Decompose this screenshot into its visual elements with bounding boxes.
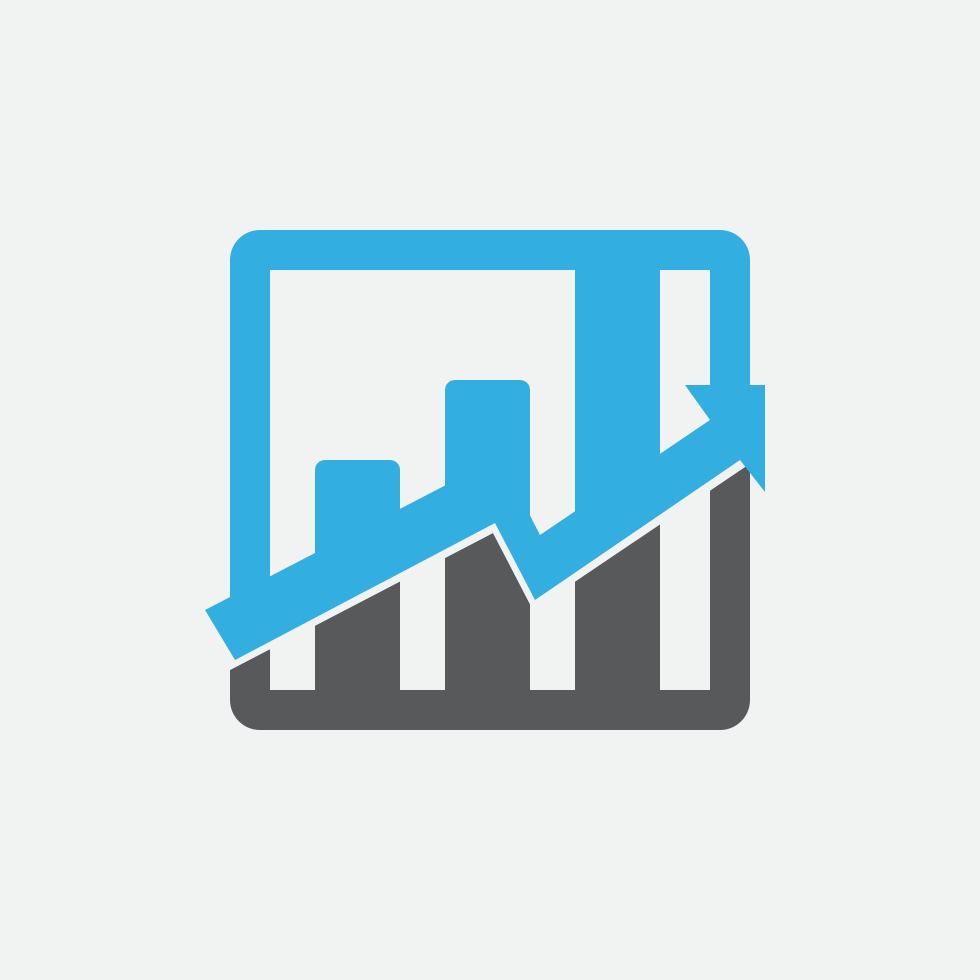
growth-chart-svg: [0, 0, 980, 980]
growth-chart-icon: [0, 0, 980, 980]
